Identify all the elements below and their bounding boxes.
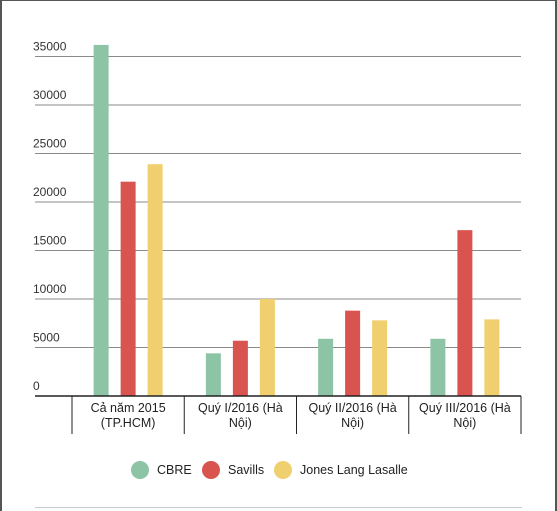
bar-savills [345, 310, 361, 396]
y-axis: 0 5000 10000 15000 20000 25000 30000 35000 [33, 40, 67, 393]
legend-label: Savills [228, 463, 265, 477]
bars [93, 44, 500, 397]
y-tick-label: 20000 [33, 185, 67, 199]
legend-item-savills: Savills [202, 458, 264, 482]
legend-swatch [274, 461, 292, 479]
bar-jones-lang-lasalle [484, 319, 500, 396]
bar-jones-lang-lasalle [147, 164, 163, 396]
legend-item-jones-lang-lasalle: Jones Lang Lasalle [274, 458, 408, 482]
x-tick-label: Quý II/2016 (Hà [309, 401, 397, 415]
legend-label: CBRE [157, 463, 192, 477]
legend-swatch [131, 461, 149, 479]
legend-swatch [202, 461, 220, 479]
bar-savills [457, 230, 473, 396]
legend-item-cbre: CBRE [131, 458, 192, 482]
x-tick-label: Quý III/2016 (Hà [419, 401, 511, 415]
x-tick-label: Quý I/2016 (Hà [198, 401, 283, 415]
bar-cbre [430, 338, 446, 396]
y-tick-label: 35000 [33, 40, 67, 54]
x-tick-label: Cả năm 2015 [91, 401, 166, 415]
x-tick-label: Nội) [341, 416, 364, 430]
bar-savills [120, 181, 136, 396]
y-tick-label: 30000 [33, 88, 67, 102]
y-tick-label: 10000 [33, 282, 67, 296]
bar-savills [232, 340, 248, 396]
y-tick-label: 5000 [33, 331, 60, 345]
x-tick-label: (TP.HCM) [101, 416, 156, 430]
y-tick-label: 25000 [33, 137, 67, 151]
gridlines [35, 56, 521, 349]
x-axis: Cả năm 2015(TP.HCM)Quý I/2016 (HàNội)Quý… [35, 395, 522, 434]
bar-cbre [93, 44, 109, 397]
x-tick-label: Nội) [453, 416, 476, 430]
legend-label: Jones Lang Lasalle [300, 463, 408, 477]
legend: CBRE Savills Jones Lang Lasalle [0, 458, 557, 482]
divider [35, 507, 522, 508]
bar-chart: 0 5000 10000 15000 20000 25000 30000 35000 Cả n… [33, 40, 522, 434]
y-tick-label: 0 [33, 379, 40, 393]
y-tick-label: 15000 [33, 234, 67, 248]
bar-jones-lang-lasalle [259, 299, 275, 396]
bar-cbre [205, 353, 221, 396]
bar-jones-lang-lasalle [372, 320, 388, 396]
x-tick-label: Nội) [229, 416, 252, 430]
bar-cbre [318, 338, 334, 396]
